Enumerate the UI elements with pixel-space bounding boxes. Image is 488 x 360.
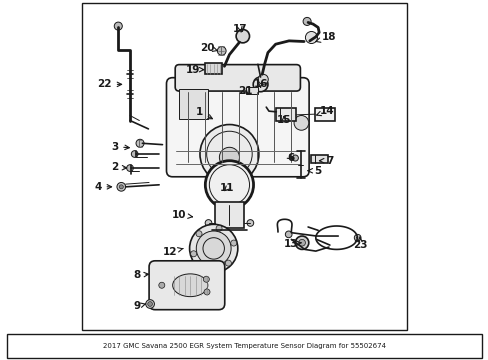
FancyBboxPatch shape <box>166 78 308 177</box>
Text: 12: 12 <box>163 247 183 257</box>
Text: 22: 22 <box>97 79 122 89</box>
Circle shape <box>159 282 164 288</box>
Circle shape <box>203 289 209 295</box>
Circle shape <box>305 31 317 44</box>
Circle shape <box>114 22 122 30</box>
Circle shape <box>205 265 211 271</box>
Circle shape <box>131 150 138 157</box>
Text: 20: 20 <box>199 42 217 53</box>
Circle shape <box>298 239 305 246</box>
Circle shape <box>145 300 154 309</box>
Circle shape <box>293 116 308 130</box>
Circle shape <box>196 231 231 266</box>
Text: 8: 8 <box>133 270 148 280</box>
Circle shape <box>136 139 144 147</box>
Circle shape <box>200 125 258 184</box>
Bar <box>204 63 222 74</box>
Circle shape <box>205 161 253 209</box>
FancyBboxPatch shape <box>175 64 300 91</box>
Bar <box>7 333 481 358</box>
Circle shape <box>225 260 231 266</box>
Circle shape <box>126 165 133 171</box>
Ellipse shape <box>172 274 207 297</box>
Text: 7: 7 <box>319 156 333 166</box>
Bar <box>314 108 334 121</box>
Circle shape <box>354 234 360 241</box>
Text: 23: 23 <box>352 237 366 250</box>
Circle shape <box>217 46 225 55</box>
Bar <box>179 89 207 119</box>
Text: 6: 6 <box>286 153 294 163</box>
Text: 17: 17 <box>233 24 247 35</box>
Circle shape <box>190 251 196 257</box>
Text: 5: 5 <box>307 166 321 176</box>
Circle shape <box>230 240 236 246</box>
FancyBboxPatch shape <box>149 261 224 310</box>
Circle shape <box>119 185 123 189</box>
Bar <box>245 87 257 94</box>
Circle shape <box>205 220 211 226</box>
Circle shape <box>117 183 125 191</box>
Circle shape <box>147 302 152 306</box>
Circle shape <box>203 276 209 282</box>
Text: 15: 15 <box>276 115 291 125</box>
Text: 2017 GMC Savana 2500 EGR System Temperature Sensor Diagram for 55502674: 2017 GMC Savana 2500 EGR System Temperat… <box>103 343 385 348</box>
Text: 4: 4 <box>94 182 111 192</box>
Text: 18: 18 <box>315 32 335 42</box>
Circle shape <box>303 17 310 26</box>
Circle shape <box>189 224 237 273</box>
Circle shape <box>295 236 308 249</box>
Circle shape <box>285 231 291 238</box>
Circle shape <box>196 231 202 237</box>
Text: 13: 13 <box>283 239 301 249</box>
Bar <box>215 202 243 228</box>
Text: 10: 10 <box>172 210 192 220</box>
Text: 9: 9 <box>133 301 145 311</box>
Text: 16: 16 <box>253 79 267 89</box>
Bar <box>311 155 327 163</box>
Circle shape <box>216 225 222 231</box>
Text: 3: 3 <box>111 141 129 152</box>
Circle shape <box>253 77 267 92</box>
Text: 1: 1 <box>195 107 212 119</box>
Circle shape <box>258 74 268 84</box>
Text: 2: 2 <box>111 162 126 172</box>
Text: 11: 11 <box>220 183 234 193</box>
Circle shape <box>292 155 298 161</box>
Text: 21: 21 <box>238 86 252 96</box>
Circle shape <box>246 220 253 226</box>
Circle shape <box>236 30 249 43</box>
Text: 14: 14 <box>316 106 334 116</box>
Bar <box>276 108 296 121</box>
Text: 19: 19 <box>185 65 203 75</box>
Circle shape <box>219 147 239 167</box>
